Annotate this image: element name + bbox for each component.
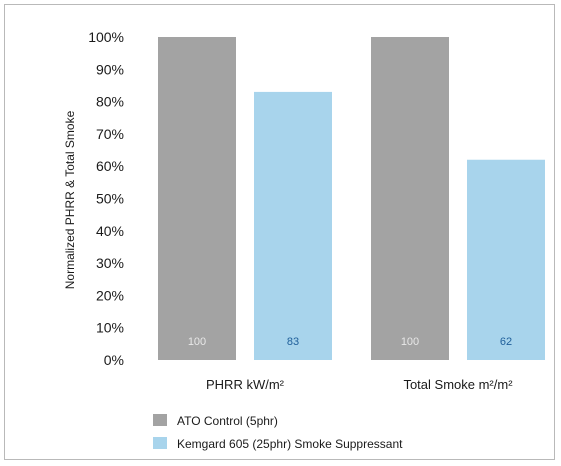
y-tick-label: 40% bbox=[96, 223, 124, 239]
data-label: 100 bbox=[188, 336, 206, 348]
y-tick-label: 100% bbox=[88, 29, 124, 45]
y-tick-label: 20% bbox=[96, 287, 124, 303]
bar bbox=[467, 159, 545, 360]
y-tick-label: 70% bbox=[96, 126, 124, 142]
legend: ATO Control (5phr) Kemgard 605 (25phr) Sm… bbox=[153, 414, 403, 451]
bars: 100 83 100 62 bbox=[158, 37, 545, 360]
data-label: 62 bbox=[500, 336, 512, 348]
legend-label: Kemgard 605 (25phr) Smoke Suppressant bbox=[177, 437, 403, 451]
y-tick-label: 10% bbox=[96, 320, 124, 336]
y-axis-label: Normalized PHRR & Total Smoke bbox=[63, 110, 77, 289]
legend-swatch bbox=[153, 414, 167, 426]
y-tick-label: 30% bbox=[96, 255, 124, 271]
legend-label: ATO Control (5phr) bbox=[177, 414, 278, 428]
y-tick-label: 90% bbox=[96, 61, 124, 77]
bar bbox=[158, 37, 236, 360]
y-axis-label-group: Normalized PHRR & Total Smoke bbox=[63, 110, 77, 289]
bar bbox=[254, 91, 332, 360]
y-tick-label: 0% bbox=[104, 352, 124, 368]
x-category-label: Total Smoke m²/m² bbox=[403, 377, 513, 392]
bar bbox=[371, 37, 449, 360]
data-label: 83 bbox=[287, 336, 299, 348]
y-tick-label: 50% bbox=[96, 191, 124, 207]
y-axis-ticks: 0% 10% 20% 30% 40% 50% 60% 70% 80% 90% 100% bbox=[88, 29, 124, 368]
legend-swatch bbox=[153, 437, 167, 449]
y-tick-label: 80% bbox=[96, 94, 124, 110]
data-label: 100 bbox=[401, 336, 419, 348]
y-tick-label: 60% bbox=[96, 158, 124, 174]
x-category-label: PHRR kW/m² bbox=[206, 377, 285, 392]
x-axis-categories: PHRR kW/m² Total Smoke m²/m² bbox=[206, 377, 513, 392]
